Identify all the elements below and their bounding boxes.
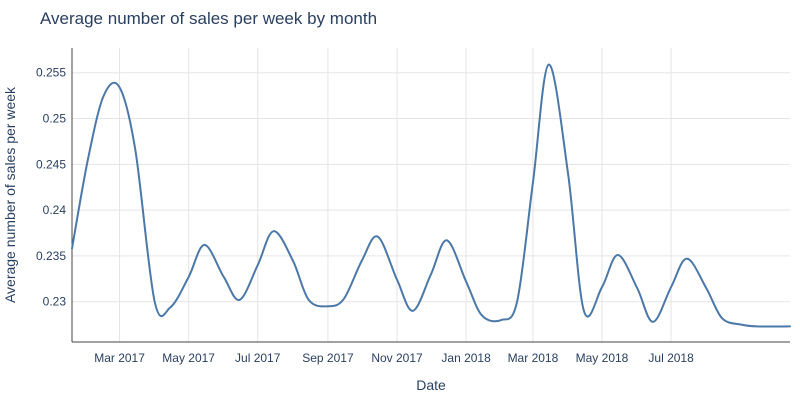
x-tick-label: Sep 2017 [302,351,354,365]
y-gridlines [72,72,790,303]
y-tick-label: 0.23 [43,295,67,309]
x-gridlines [119,48,672,342]
y-axis-title: Average number of sales per week [2,86,18,303]
x-axis-title: Date [416,377,446,393]
x-tick-label: Mar 2018 [508,351,559,365]
x-tick-label: Nov 2017 [371,351,423,365]
chart-title: Average number of sales per week by mont… [40,9,377,28]
y-tick-label: 0.25 [43,112,67,126]
x-tick-label: Jul 2017 [235,351,281,365]
y-tick-labels: 0.23 0.235 0.24 0.245 0.25 0.255 [36,66,66,309]
y-tick-label: 0.24 [43,203,67,217]
x-tick-labels: Mar 2017 May 2017 Jul 2017 Sep 2017 Nov 2017… [94,351,694,365]
x-tick-label: Jan 2018 [441,351,491,365]
x-tick-label: Jul 2018 [648,351,694,365]
x-tick-label: May 2018 [576,351,629,365]
y-tick-label: 0.255 [36,66,66,80]
x-tick-label: Mar 2017 [94,351,145,365]
x-tick-label: May 2017 [162,351,215,365]
series-line[interactable] [71,63,791,328]
y-tick-label: 0.245 [36,157,66,171]
y-tick-label: 0.235 [36,249,66,263]
